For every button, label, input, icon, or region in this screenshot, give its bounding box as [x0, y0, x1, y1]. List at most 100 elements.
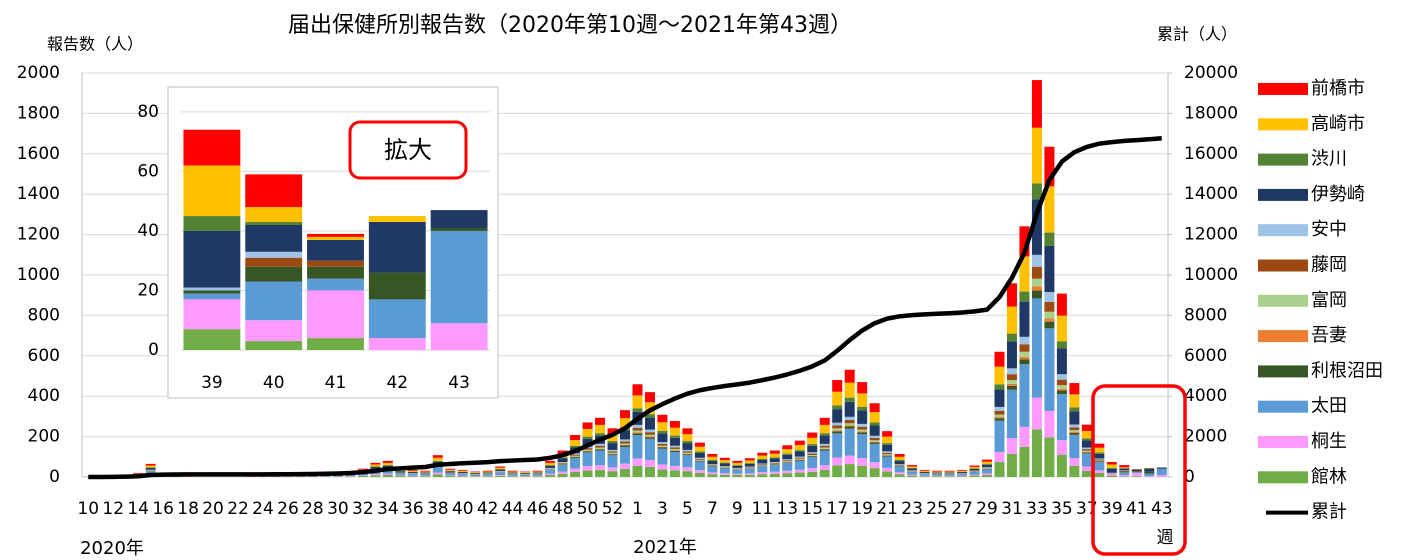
- bar-segment: [769, 462, 780, 464]
- legend-label: 累計: [1311, 502, 1347, 523]
- bar-segment: [620, 410, 630, 419]
- bar-segment: [495, 474, 506, 476]
- y-tick-label: 0: [148, 340, 159, 360]
- bar-segment: [582, 451, 593, 453]
- bar-segment: [507, 472, 518, 474]
- bar-segment: [1031, 278, 1042, 287]
- bar-segment: [595, 433, 606, 436]
- bar-segment: [1044, 410, 1055, 438]
- main-plot: 0200400600800100012001400160018002000020…: [17, 63, 1238, 519]
- bar-segment: [644, 417, 655, 430]
- bar-segment: [370, 475, 381, 477]
- bar-segment: [669, 437, 680, 446]
- bar-segment: [669, 450, 680, 451]
- bar-segment: [183, 290, 241, 294]
- bar-segment: [844, 382, 855, 398]
- bar-segment: [495, 466, 506, 468]
- bar-segment: [669, 470, 680, 477]
- bar-segment: [944, 472, 955, 474]
- bar-segment: [557, 464, 568, 466]
- bar-segment: [807, 471, 818, 477]
- bar-segment: [869, 403, 880, 413]
- bar-segment: [557, 473, 568, 477]
- legend-label: 太田: [1311, 396, 1347, 417]
- bar-segment: [1119, 468, 1130, 471]
- bar-segment: [682, 434, 693, 442]
- bar-segment: [1019, 426, 1030, 447]
- bar-segment: [632, 433, 643, 436]
- bar-segment: [1081, 453, 1092, 467]
- bar-segment: [307, 236, 364, 240]
- bar-segment: [507, 476, 518, 477]
- chart-title: 届出保健所別報告数（2020年第10週～2021年第43週）: [288, 13, 852, 38]
- x-tick-label: 30: [327, 499, 349, 519]
- x-tick-label: 43: [1151, 499, 1173, 519]
- bar-segment: [1081, 447, 1092, 450]
- y2-tick-label: 8000: [1184, 305, 1227, 325]
- bar-segment: [807, 437, 818, 445]
- bar-segment: [570, 455, 581, 457]
- bar-segment: [819, 465, 830, 470]
- bar-segment: [1069, 424, 1080, 428]
- bar-segment: [719, 468, 730, 474]
- x-tick-label: 19: [851, 499, 873, 519]
- bar-segment: [1019, 359, 1030, 365]
- y-tick-label: 20: [137, 280, 159, 300]
- bar-segment: [807, 445, 818, 453]
- bar-segment: [445, 475, 456, 476]
- bar-segment: [570, 457, 581, 469]
- bar-segment: [545, 460, 556, 463]
- bar-segment: [145, 463, 156, 466]
- bar-segment: [932, 474, 943, 476]
- bar-segment: [1131, 476, 1142, 477]
- bar-segment: [545, 474, 556, 477]
- bar-segment: [682, 451, 693, 453]
- bar-segment: [794, 457, 805, 459]
- bar-segment: [582, 438, 593, 447]
- bar-segment: [620, 463, 630, 469]
- bar-segment: [632, 427, 643, 431]
- bar-segment: [457, 476, 468, 477]
- bar-segment: [1031, 290, 1042, 299]
- bar-segment: [495, 475, 506, 477]
- bar-segment: [982, 464, 992, 465]
- bar-segment: [832, 422, 843, 426]
- x-tick-label: 26: [277, 499, 299, 519]
- y2-tick-label: 16000: [1184, 144, 1238, 164]
- bar-segment: [570, 453, 581, 455]
- bar-segment: [894, 460, 905, 462]
- y2-tick-label: 6000: [1184, 346, 1227, 366]
- bar-segment: [582, 448, 593, 450]
- bar-segment: [1056, 315, 1067, 342]
- bar-segment: [1044, 146, 1055, 187]
- bar-segment: [595, 417, 606, 425]
- x-tick-label: 5: [682, 499, 693, 519]
- bar-segment: [582, 428, 593, 437]
- bar-segment: [844, 420, 855, 424]
- year-label: 2020年: [80, 538, 144, 559]
- bar-segment: [1081, 452, 1092, 454]
- bar-segment: [732, 473, 743, 475]
- bar-segment: [707, 474, 718, 477]
- bar-segment: [407, 475, 418, 477]
- bar-segment: [857, 423, 868, 427]
- bar-segment: [183, 293, 241, 300]
- x-tick-label: 34: [377, 499, 399, 519]
- bar-segment: [682, 452, 693, 454]
- bar-segment: [682, 449, 693, 452]
- bar-segment: [595, 450, 606, 466]
- bar-segment: [807, 444, 818, 446]
- bar-segment: [557, 458, 568, 463]
- bar-segment: [470, 473, 481, 474]
- bar-segment: [769, 458, 780, 463]
- bar-segment: [707, 464, 718, 466]
- legend-swatch: [1258, 153, 1308, 166]
- bar-segment: [894, 461, 905, 465]
- x-tick-label: 31: [1001, 499, 1023, 519]
- bar-segment: [732, 469, 743, 474]
- bar-segment: [882, 454, 893, 456]
- bar-segment: [932, 471, 943, 473]
- bar-segment: [969, 465, 980, 467]
- bar-segment: [532, 474, 543, 476]
- y-axis-title: 報告数（人）: [47, 35, 143, 54]
